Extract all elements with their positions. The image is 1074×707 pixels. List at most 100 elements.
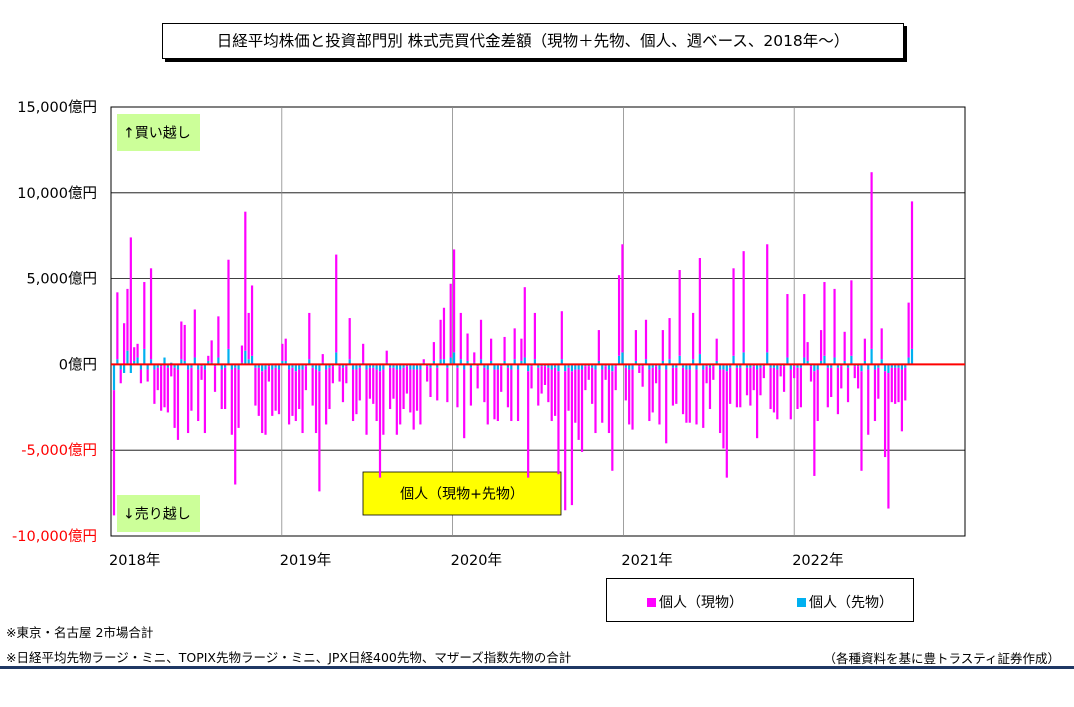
bar-cash: [163, 364, 166, 408]
y-tick-label: 10,000億円: [17, 185, 97, 202]
bar-futures: [503, 360, 506, 365]
bar-cash: [291, 367, 294, 416]
bar-cash: [247, 312, 250, 360]
bar-cash: [240, 345, 244, 363]
bar-cash: [146, 369, 149, 382]
bar-futures: [399, 364, 402, 370]
bar-futures: [850, 355, 853, 365]
bar-futures: [873, 364, 877, 370]
bar-cash: [432, 342, 435, 361]
bar-cash: [395, 369, 398, 435]
bar-futures: [692, 359, 695, 365]
bar-cash: [594, 369, 597, 434]
bar-cash: [819, 330, 823, 361]
x-tick-label: 2018年: [109, 552, 160, 569]
bar-cash: [614, 366, 617, 391]
bar-futures: [607, 364, 611, 370]
bar-cash: [372, 367, 375, 404]
bar-futures: [314, 364, 318, 370]
bar-cash: [883, 371, 887, 458]
bar-cash: [486, 369, 489, 425]
bar-cash: [180, 321, 183, 360]
bar-cash: [277, 369, 281, 415]
bar-cash: [725, 371, 728, 478]
bar-futures: [813, 364, 816, 372]
bar-cash: [688, 369, 691, 423]
bar-futures: [277, 364, 281, 370]
bar-futures: [325, 364, 328, 370]
bar-cash: [749, 367, 752, 406]
bar-futures: [681, 364, 685, 368]
bar-futures: [564, 364, 567, 372]
bar-cash: [503, 336, 506, 361]
bar-cash: [213, 366, 217, 392]
bar-futures: [904, 364, 907, 368]
bar-cash: [284, 338, 287, 361]
bar-futures: [355, 364, 358, 370]
bar-futures: [870, 348, 873, 365]
bar-cash: [796, 367, 799, 410]
bar-futures: [217, 357, 220, 365]
bar-futures: [833, 357, 836, 365]
bar-cash: [907, 302, 910, 358]
bar-futures: [527, 364, 530, 372]
bar-cash: [678, 270, 681, 356]
bar-cash: [345, 366, 348, 384]
bar-futures: [665, 364, 668, 370]
bar-futures: [368, 364, 371, 368]
bar-cash: [651, 367, 654, 413]
bar-futures: [759, 364, 762, 368]
bar-futures: [257, 364, 260, 368]
bar-cash: [564, 371, 567, 511]
bar-cash: [863, 338, 866, 361]
bar-futures: [894, 364, 897, 368]
bar-futures: [123, 364, 126, 373]
bar-futures: [493, 364, 496, 370]
bar-futures: [378, 364, 382, 372]
bar-futures: [708, 364, 712, 368]
bar-futures: [516, 364, 520, 370]
bar-futures: [695, 364, 698, 370]
bar-futures: [580, 364, 584, 370]
bar-futures: [237, 364, 240, 370]
bar-futures: [436, 364, 439, 368]
bar-futures: [490, 360, 493, 365]
bar-cash: [520, 338, 523, 361]
bar-cash: [483, 367, 486, 403]
bar-futures: [281, 360, 284, 365]
bar-futures: [415, 364, 419, 370]
bar-futures: [547, 364, 550, 368]
bar-futures: [308, 359, 311, 365]
bar-cash: [123, 323, 126, 365]
bar-futures: [816, 364, 819, 370]
bar-cash: [237, 369, 240, 428]
bar-cash: [436, 367, 439, 401]
bar-cash: [166, 367, 169, 413]
bar-futures: [311, 364, 314, 368]
bar-futures: [271, 364, 274, 370]
bar-cash: [298, 369, 301, 410]
bar-futures: [183, 360, 186, 365]
bar-cash: [624, 367, 627, 401]
bar-cash: [786, 294, 789, 358]
bar-cash: [311, 367, 314, 406]
bar-cash: [469, 367, 473, 406]
bar-futures: [776, 364, 779, 370]
bar-cash: [752, 366, 755, 391]
bar-futures: [550, 364, 553, 370]
bar-futures: [449, 357, 452, 365]
bar-futures: [846, 364, 850, 368]
bar-futures: [658, 364, 661, 370]
bar-futures: [318, 364, 321, 372]
annotation-buy: ↑買い越し: [117, 114, 200, 151]
bar-futures: [254, 364, 257, 368]
bar-futures: [742, 352, 745, 365]
bar-futures: [197, 364, 200, 370]
bar-cash: [382, 369, 385, 435]
bar-cash: [782, 366, 786, 392]
bar-cash: [328, 367, 331, 410]
bar-cash: [402, 367, 405, 410]
legend-item-futures: 個人（先物）: [797, 592, 893, 612]
bar-futures: [284, 360, 287, 365]
bar-cash: [708, 367, 712, 410]
